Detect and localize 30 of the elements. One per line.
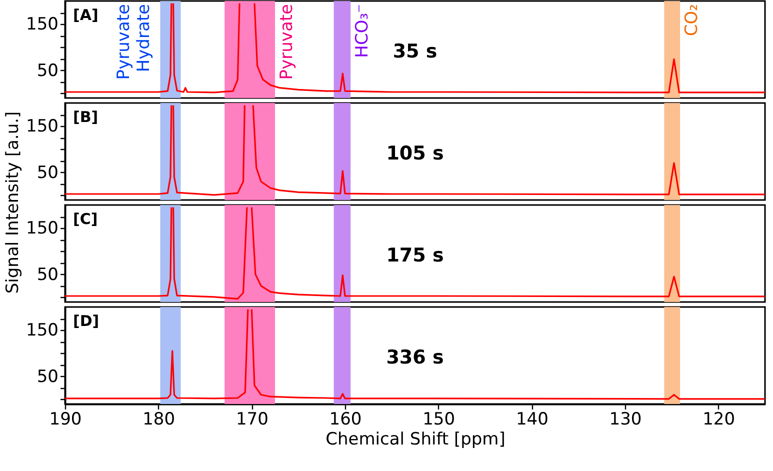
y-tick-label: 50 <box>36 264 58 285</box>
annotation: 105 s <box>386 142 444 164</box>
y-tick-label: 50 <box>36 162 58 183</box>
annotation: [D] <box>73 312 100 330</box>
y-tick-label: 50 <box>36 60 58 81</box>
y-tick-label: 150 <box>26 218 58 239</box>
band-label: Pyruvate <box>277 4 297 80</box>
x-axis-title: Chemical Shift [ppm] <box>326 430 506 450</box>
y-tick-label: 50 <box>36 366 58 387</box>
y-axis-title: Signal Intensity [a.u.] <box>3 111 24 294</box>
y-tick-label: 150 <box>26 320 58 341</box>
x-tick-label: 190 <box>49 410 82 430</box>
band-label: HCO₃⁻ <box>352 4 373 58</box>
x-tick-label: 150 <box>422 410 456 430</box>
x-tick-label: 130 <box>609 410 642 430</box>
x-tick-label: 120 <box>702 410 736 430</box>
annotation: [B] <box>73 108 98 126</box>
annotation: 336 s <box>386 346 444 368</box>
x-tick-label: 170 <box>236 410 268 430</box>
band-label: CO₂ <box>682 4 702 36</box>
x-tick-label: 160 <box>329 410 362 430</box>
annotation: [C] <box>73 210 98 228</box>
band-label: Pyruvate Hydrate <box>114 4 154 80</box>
annotation: 175 s <box>386 244 444 266</box>
x-tick-label: 180 <box>142 410 176 430</box>
y-tick-label: 150 <box>26 116 58 137</box>
annotation: 35 s <box>392 40 438 62</box>
annotation: [A] <box>73 6 98 24</box>
y-tick-label: 150 <box>26 14 58 35</box>
x-tick-label: 140 <box>516 410 548 430</box>
